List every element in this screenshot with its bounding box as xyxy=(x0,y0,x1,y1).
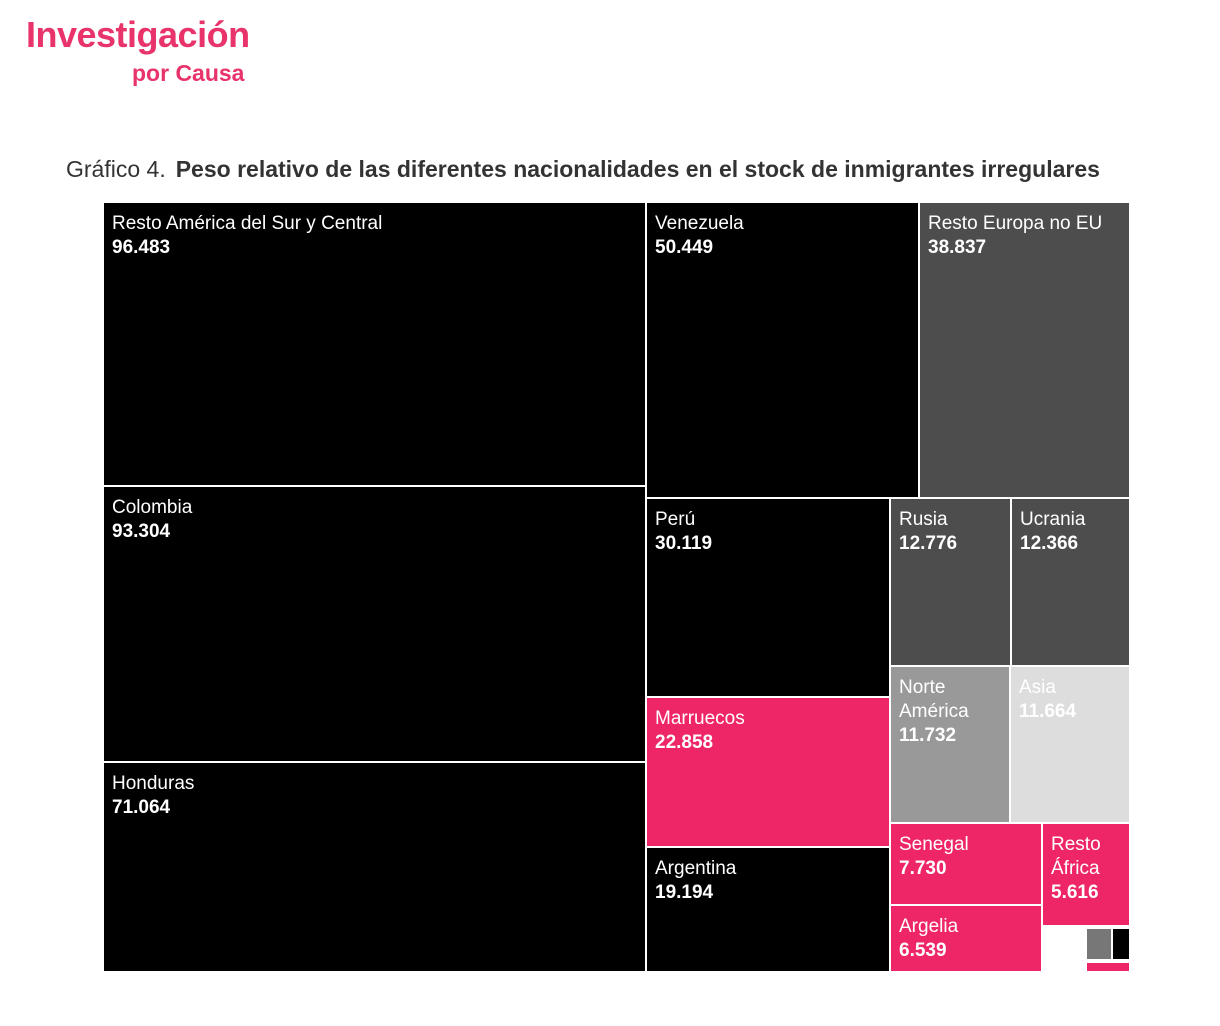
treemap-tile-value: 12.776 xyxy=(899,533,958,554)
treemap-tile-label: Norte América xyxy=(899,677,969,722)
treemap-tile xyxy=(1112,928,1130,960)
treemap-tile xyxy=(1086,928,1112,960)
treemap-tile-value: 11.732 xyxy=(899,725,957,746)
treemap-tile-label: Honduras xyxy=(112,773,195,794)
treemap-tile-label: Rusia xyxy=(899,509,948,530)
treemap-tile-value: 50.449 xyxy=(655,237,714,258)
treemap-tile: Resto América del Sur y Central 96.483 xyxy=(103,202,646,486)
chart-title: Gráfico 4. Peso relativo de las diferente… xyxy=(66,156,1100,183)
treemap-tile-value: 12.366 xyxy=(1020,533,1079,554)
treemap-tile-value: 7.730 xyxy=(899,858,947,879)
treemap-tile: Venezuela 50.449 xyxy=(646,202,919,498)
treemap-tile: Rusia 12.776 xyxy=(890,498,1011,666)
logo-line2: por Causa xyxy=(132,60,245,86)
treemap-tile-value: 38.837 xyxy=(928,237,987,258)
logo-line1: Investigación xyxy=(26,14,250,55)
treemap-tile-value: 30.119 xyxy=(655,533,713,554)
treemap-tile: Argelia 6.539 xyxy=(890,905,1042,972)
treemap-tile-label: Senegal xyxy=(899,834,969,855)
treemap-tile-label: Resto Europa no EU xyxy=(928,213,1103,234)
treemap-tile-label: Colombia xyxy=(112,497,193,518)
treemap-tile-value: 19.194 xyxy=(655,882,714,903)
treemap-tile xyxy=(1086,962,1130,972)
treemap-tile-label: Marruecos xyxy=(655,708,745,729)
treemap-tile: Honduras 71.064 xyxy=(103,762,646,972)
treemap-tile: Asia 11.664 xyxy=(1010,666,1130,823)
treemap-tile-label: Resto América del Sur y Central xyxy=(112,213,383,234)
treemap-tile: Senegal 7.730 xyxy=(890,823,1042,905)
treemap-tile-label: Ucrania xyxy=(1020,509,1086,530)
treemap-tile: Resto Europa no EU 38.837 xyxy=(919,202,1130,498)
treemap-tile: Colombia 93.304 xyxy=(103,486,646,762)
treemap-tile-value: 96.483 xyxy=(112,237,171,258)
treemap-tile-value: 93.304 xyxy=(112,521,171,542)
treemap-tile: Argentina 19.194 xyxy=(646,847,890,972)
brand-logo: Investigación por Causa xyxy=(26,14,266,94)
treemap-tile: Marruecos 22.858 xyxy=(646,697,890,847)
treemap-tile-label: Asia xyxy=(1019,677,1056,698)
treemap-tile-label: Argentina xyxy=(655,858,737,879)
treemap-tile-value: 71.064 xyxy=(112,797,171,818)
treemap-tile: Resto África 5.616 xyxy=(1042,823,1130,926)
treemap-tile: Ucrania 12.366 xyxy=(1011,498,1130,666)
treemap-tile: Norte América 11.732 xyxy=(890,666,1010,823)
chart-title-main: Peso relativo de las diferentes nacional… xyxy=(175,156,1100,182)
treemap-tile-value: 11.664 xyxy=(1019,701,1077,722)
treemap-tile-label: Perú xyxy=(655,509,696,530)
treemap-tile-value: 5.616 xyxy=(1051,882,1099,903)
treemap-tile-label: Argelia xyxy=(899,916,959,937)
treemap-tile-value: 22.858 xyxy=(655,732,714,753)
treemap-tile-value: 6.539 xyxy=(899,940,947,961)
treemap-tile-label: Venezuela xyxy=(655,213,744,234)
treemap-chart: Resto América del Sur y Central 96.483 Col… xyxy=(103,202,1130,972)
treemap-tile-label: Resto África xyxy=(1051,834,1101,879)
treemap-tile: Perú 30.119 xyxy=(646,498,890,697)
chart-title-prefix: Gráfico 4. xyxy=(66,156,166,182)
